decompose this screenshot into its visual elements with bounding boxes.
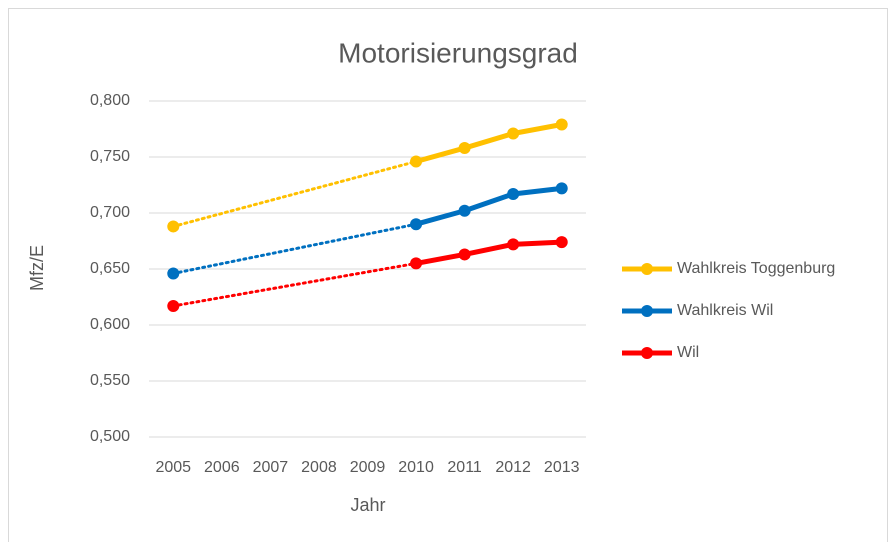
gap-line: [171, 261, 418, 308]
series-line: [415, 122, 563, 164]
x-tick-label: 2009: [350, 459, 386, 476]
y-tick-label: 0,500: [90, 428, 130, 445]
data-point: [410, 155, 423, 168]
y-axis-label: Mfz/E: [27, 245, 47, 291]
legend-label: Wil: [677, 344, 699, 361]
x-tick-label: 2013: [544, 459, 580, 476]
legend-marker: [641, 305, 653, 317]
data-point: [458, 204, 471, 217]
series-line: [415, 239, 562, 266]
x-tick-label: 2012: [495, 459, 531, 476]
data-point: [555, 236, 568, 249]
x-tick-label: 2008: [301, 459, 337, 476]
legend-label: Wahlkreis Wil: [677, 302, 773, 319]
data-point: [410, 257, 423, 270]
data-point: [167, 267, 180, 280]
data-point: [507, 127, 520, 140]
data-point: [458, 248, 471, 261]
y-tick-label: 0,600: [90, 316, 130, 333]
legend-marker: [641, 263, 653, 275]
data-point: [555, 182, 568, 195]
data-point: [167, 220, 180, 233]
y-tick-label: 0,550: [90, 372, 130, 389]
y-tick-label: 0,750: [90, 148, 130, 165]
y-tick-label: 0,700: [90, 204, 130, 221]
legend-label: Wahlkreis Toggenburg: [677, 260, 835, 277]
y-tick-label: 0,800: [90, 92, 130, 109]
chart-frame: [8, 8, 888, 542]
data-point: [167, 299, 180, 312]
x-axis-label: Jahr: [350, 495, 385, 515]
chart-title: Motorisierungsgrad: [338, 37, 578, 68]
x-tick-label: 2006: [204, 459, 240, 476]
data-point: [507, 238, 520, 251]
data-point: [507, 187, 520, 200]
gap-line: [171, 222, 418, 275]
x-tick-label: 2010: [398, 459, 434, 476]
x-tick-label: 2005: [155, 459, 191, 476]
legend-marker: [641, 347, 653, 359]
series-line: [415, 185, 563, 227]
data-point: [458, 142, 471, 155]
gap-line: [171, 159, 418, 228]
data-point: [555, 118, 568, 131]
data-point: [410, 218, 423, 231]
y-tick-label: 0,650: [90, 260, 130, 277]
x-tick-label: 2011: [447, 459, 482, 476]
x-tick-label: 2007: [253, 459, 289, 476]
